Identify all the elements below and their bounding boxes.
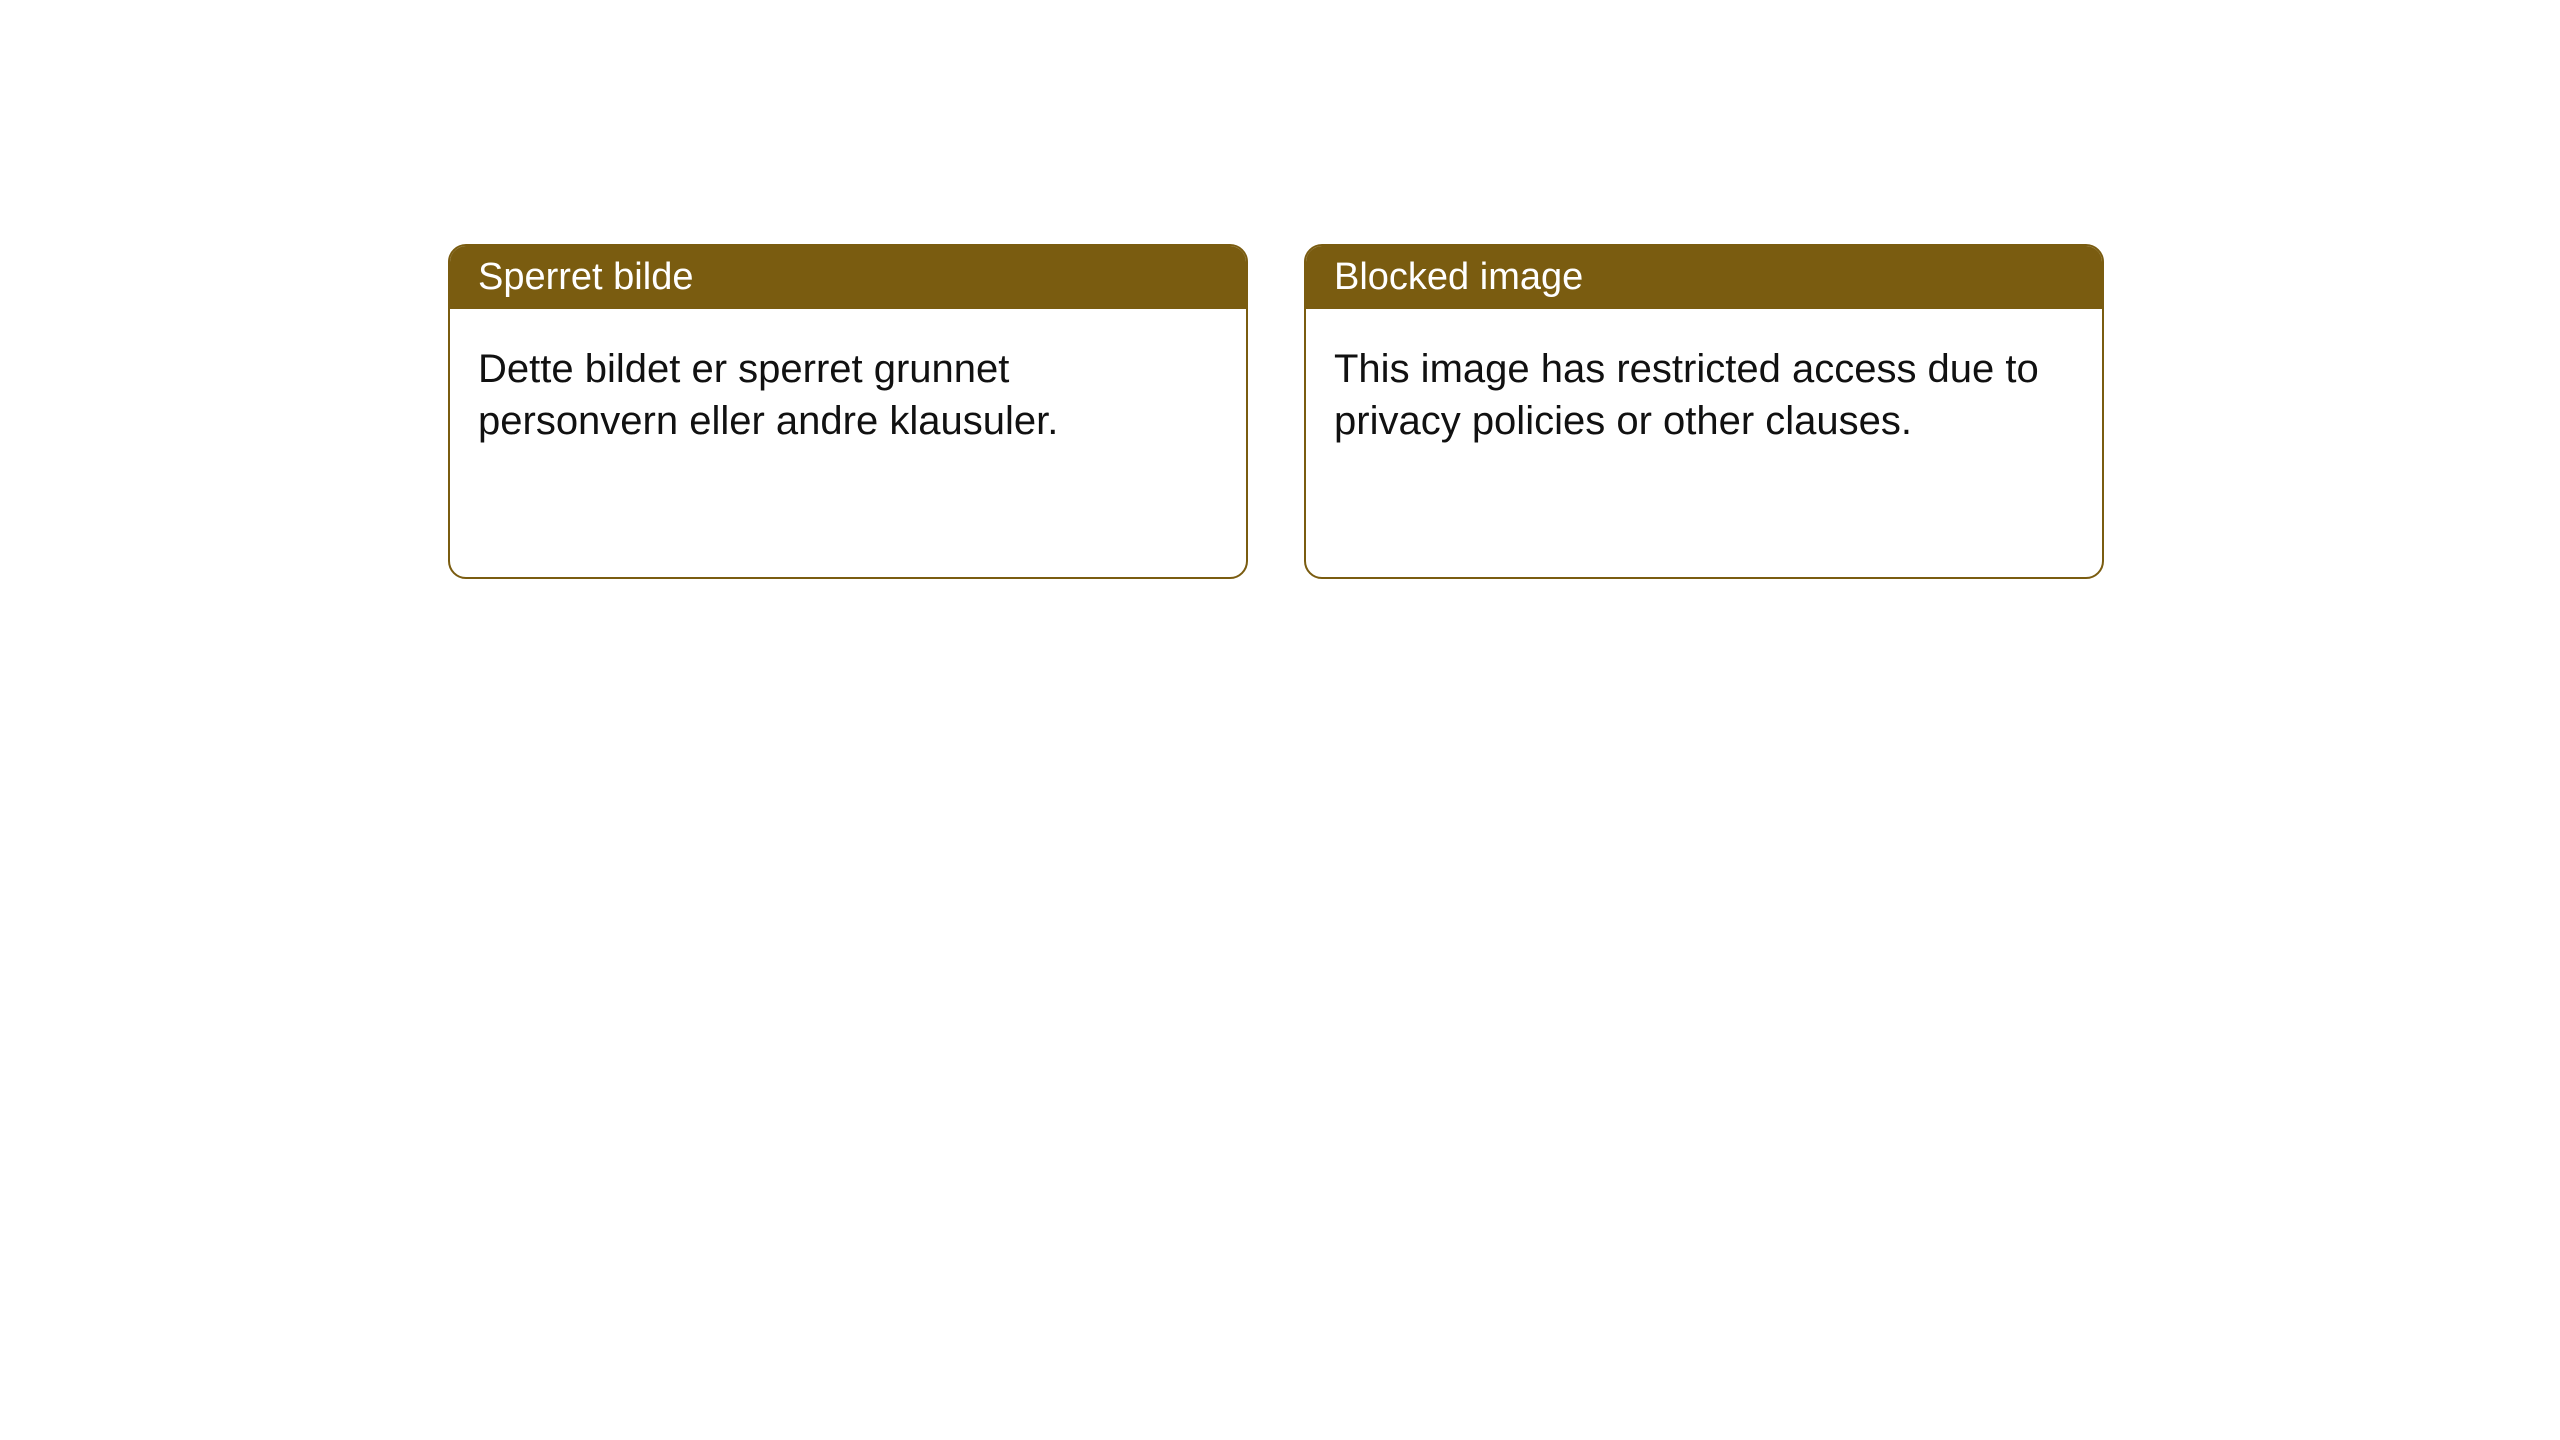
notice-card-norwegian: Sperret bilde Dette bildet er sperret gr…: [448, 244, 1248, 579]
notice-container: Sperret bilde Dette bildet er sperret gr…: [0, 0, 2560, 579]
notice-body: This image has restricted access due to …: [1306, 309, 2102, 577]
notice-title: Sperret bilde: [450, 246, 1246, 309]
notice-card-english: Blocked image This image has restricted …: [1304, 244, 2104, 579]
notice-title: Blocked image: [1306, 246, 2102, 309]
notice-body: Dette bildet er sperret grunnet personve…: [450, 309, 1246, 577]
